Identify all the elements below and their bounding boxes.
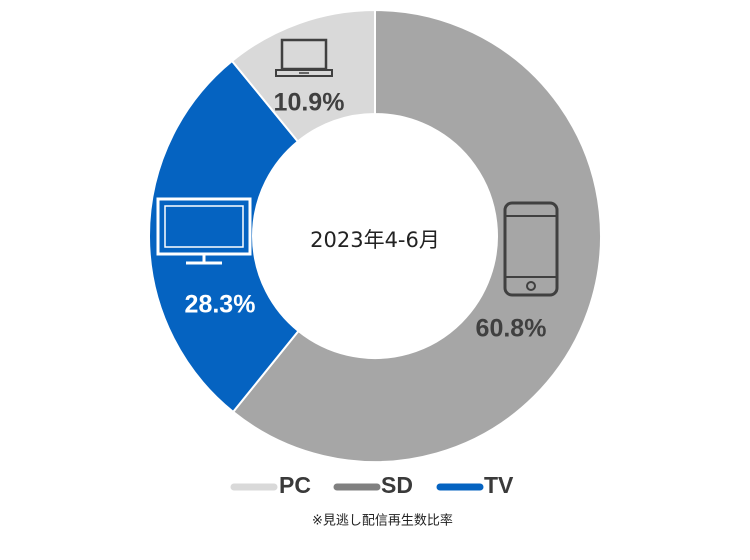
- donut-slices: [148, 8, 602, 463]
- tv-icon: [156, 197, 252, 265]
- smartphone-icon: [503, 201, 559, 297]
- legend-label-tv: TV: [484, 472, 514, 498]
- laptop-icon: [275, 38, 333, 77]
- footnote: ※見逃し配信再生数比率: [312, 513, 453, 529]
- slice-label-pc: 10.9%: [274, 89, 345, 117]
- slice-label-tv: 28.3%: [185, 291, 256, 319]
- slice-label-sd: 60.8%: [476, 315, 547, 343]
- legend-label-pc: PC: [279, 472, 311, 498]
- legend: PC SD TV: [230, 472, 514, 498]
- center-label: 2023年4-6月: [310, 228, 440, 252]
- slice-sd: [231, 8, 602, 463]
- legend-label-sd: SD: [381, 472, 413, 498]
- slice-tv: [148, 59, 300, 414]
